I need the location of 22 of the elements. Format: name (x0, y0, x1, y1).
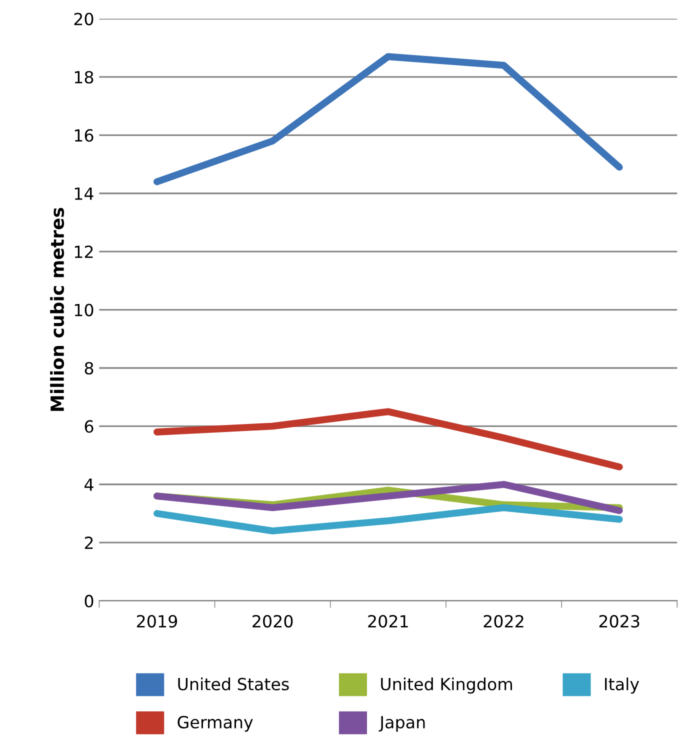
legend-label: Japan (378, 716, 425, 732)
x-tick-label: 2021 (368, 614, 408, 628)
y-tick-label: 2 (84, 536, 93, 549)
legend-label: Germany (178, 716, 253, 732)
x-tick-label: 2023 (599, 614, 640, 628)
y-tick-label: 0 (84, 594, 94, 608)
y-tick-label: 12 (74, 246, 93, 258)
y-tick-label: 18 (74, 70, 94, 84)
x-tick-label: 2022 (484, 614, 524, 628)
y-tick-label: 10 (74, 304, 94, 316)
y-tick-label: 14 (74, 188, 94, 200)
legend-label: United States (178, 678, 289, 690)
y-tick-label: 16 (74, 129, 94, 142)
y-tick-label: 6 (84, 420, 94, 433)
y-tick-label: 20 (74, 12, 94, 26)
y-axis-title: Million cubic metres (50, 208, 64, 411)
x-tick-label: 2019 (136, 614, 178, 628)
legend-label: Italy (605, 678, 640, 694)
y-tick-label: 4 (84, 478, 94, 491)
x-tick-label: 2020 (252, 614, 293, 628)
y-tick-label: 8 (84, 362, 94, 375)
legend-label: United Kingdom (381, 678, 512, 694)
